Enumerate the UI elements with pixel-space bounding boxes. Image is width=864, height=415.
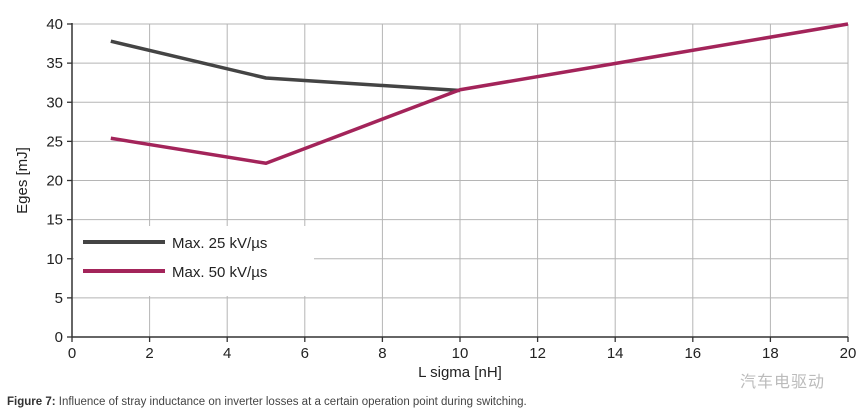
legend-box <box>74 226 314 296</box>
caption-text: Influence of stray inductance on inverte… <box>55 396 527 408</box>
x-tick-label: 16 <box>684 345 701 362</box>
y-axis-label: Eges [mJ] <box>14 147 31 214</box>
figure-caption: Figure 7: Influence of stray inductance … <box>7 396 527 408</box>
x-tick-label: 14 <box>607 345 624 362</box>
legend-label-2: Max. 50 kV/µs <box>172 264 267 281</box>
y-tick-label: 20 <box>46 173 63 190</box>
y-tick-label: 10 <box>46 251 63 268</box>
y-tick-label: 40 <box>46 16 63 33</box>
y-tick-label: 30 <box>46 94 63 111</box>
caption-label: Figure 7: <box>7 396 56 408</box>
series-line-1 <box>110 39 461 93</box>
x-tick-label: 6 <box>301 345 309 362</box>
watermark: 汽车电驱动 <box>740 374 826 391</box>
x-tick-label: 10 <box>452 345 469 362</box>
y-tick-label: 0 <box>55 329 63 346</box>
x-tick-label: 8 <box>378 345 386 362</box>
y-tick-label: 5 <box>55 290 63 307</box>
x-tick-label: 12 <box>529 345 546 362</box>
x-tick-label: 18 <box>762 345 779 362</box>
x-tick-label: 20 <box>840 345 857 362</box>
series-line-2 <box>110 22 849 166</box>
y-tick-label: 15 <box>46 212 63 229</box>
y-tick-label: 35 <box>46 55 63 72</box>
x-tick-label: 2 <box>145 345 153 362</box>
x-tick-label: 4 <box>223 345 231 362</box>
x-tick-label: 0 <box>68 345 76 362</box>
legend-label-1: Max. 25 kV/µs <box>172 235 267 252</box>
y-tick-label: 25 <box>46 133 63 150</box>
x-axis-label: L sigma [nH] <box>418 364 502 381</box>
